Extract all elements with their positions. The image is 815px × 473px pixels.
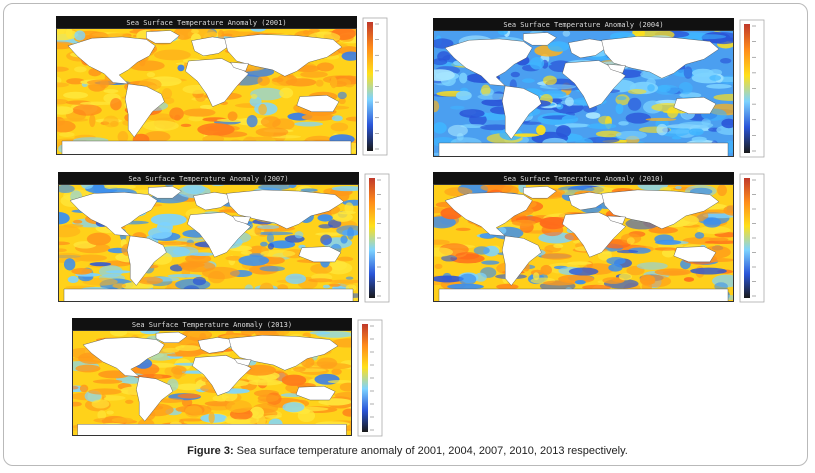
land-south-america (126, 235, 167, 286)
land-europe (197, 337, 232, 354)
sst-map-2004: Sea Surface Temperature Anomaly (2004) (433, 18, 766, 159)
map-border (72, 330, 352, 436)
map-title-bar (72, 318, 352, 330)
sst-map-2007: Sea Surface Temperature Anomaly (2007) (58, 172, 391, 304)
map-title: Sea Surface Temperature Anomaly (2007) (128, 175, 288, 183)
caption-label: Figure 3: (187, 445, 234, 457)
land-australia (295, 385, 336, 401)
land-north-america (444, 192, 533, 237)
land-arabia (232, 215, 251, 225)
land-antarctica (438, 142, 729, 157)
land-australia (296, 95, 340, 113)
land-greenland (146, 30, 180, 44)
land-south-america (501, 235, 542, 286)
land-arabia (234, 358, 252, 367)
land-arabia (230, 62, 249, 72)
sst-map-svg: Sea Surface Temperature Anomaly (2001) (56, 16, 388, 156)
sst-map-svg: Sea Surface Temperature Anomaly (2007) (58, 172, 390, 303)
land-south-america (136, 376, 174, 422)
land-asia (601, 189, 720, 230)
land-antarctica (63, 288, 354, 302)
land-europe (568, 192, 605, 211)
map-border (433, 30, 734, 157)
sst-map-2001: Sea Surface Temperature Anomaly (2001) (56, 16, 389, 157)
caption-text: Sea surface temperature anomaly of 2001,… (233, 445, 628, 457)
map-title: Sea Surface Temperature Anomaly (2013) (132, 321, 292, 329)
land-asia (226, 189, 345, 230)
colorbar (744, 24, 750, 153)
sst-map-svg: Sea Surface Temperature Anomaly (2010) (433, 172, 765, 303)
land-europe (191, 36, 228, 57)
map-border (58, 184, 359, 302)
colorbar (367, 22, 373, 151)
land-greenland (523, 186, 557, 199)
land-north-america (82, 337, 165, 377)
map-title: Sea Surface Temperature Anomaly (2004) (503, 21, 663, 29)
map-title: Sea Surface Temperature Anomaly (2010) (503, 175, 663, 183)
land-north-america (444, 38, 533, 87)
land-europe (568, 38, 605, 59)
sst-map-svg: Sea Surface Temperature Anomaly (2013) (72, 318, 383, 437)
land-australia (673, 246, 717, 263)
land-antarctica (77, 424, 347, 436)
sst-map-svg: Sea Surface Temperature Anomaly (2004) (433, 18, 765, 158)
land-arabia (607, 215, 626, 225)
land-asia (228, 335, 339, 371)
map-title-bar (56, 16, 357, 28)
map-border (433, 184, 734, 302)
colorbar (744, 178, 750, 298)
sst-map-2010: Sea Surface Temperature Anomaly (2010) (433, 172, 766, 304)
land-north-america (69, 192, 158, 237)
colorbar (362, 324, 368, 432)
colorbar (369, 178, 375, 298)
land-asia (224, 34, 343, 77)
land-greenland (523, 32, 557, 46)
land-europe (193, 192, 230, 211)
land-south-america (501, 85, 542, 140)
land-north-america (67, 36, 156, 85)
land-asia (601, 36, 720, 79)
land-antarctica (438, 288, 729, 302)
sst-map-2013: Sea Surface Temperature Anomaly (2013) (72, 318, 384, 438)
figure-caption: Figure 3: Sea surface temperature anomal… (0, 445, 815, 457)
land-greenland (155, 331, 188, 343)
land-arabia (607, 64, 626, 74)
map-border (56, 28, 357, 155)
map-title-bar (433, 18, 734, 30)
land-australia (298, 246, 342, 263)
map-title-bar (58, 172, 359, 184)
map-title-bar (433, 172, 734, 184)
map-title: Sea Surface Temperature Anomaly (2001) (126, 19, 286, 27)
land-antarctica (61, 140, 352, 155)
land-south-america (124, 83, 165, 138)
land-greenland (148, 186, 182, 199)
land-australia (673, 97, 717, 115)
